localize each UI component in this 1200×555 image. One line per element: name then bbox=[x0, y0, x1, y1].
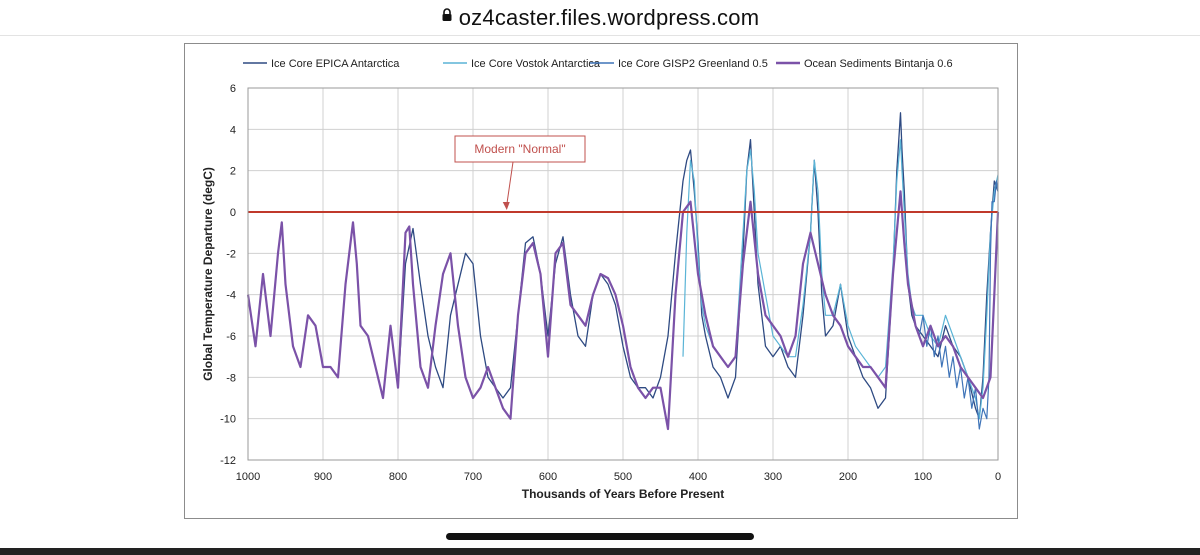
x-tick-label: 300 bbox=[764, 471, 782, 483]
x-tick-label: 100 bbox=[914, 471, 932, 483]
y-tick-label: -12 bbox=[220, 455, 236, 467]
lock-icon bbox=[441, 8, 453, 27]
y-tick-label: -4 bbox=[226, 290, 236, 302]
series-line-2 bbox=[914, 180, 999, 430]
x-axis-label: Thousands of Years Before Present bbox=[522, 487, 725, 501]
annotation-text: Modern "Normal" bbox=[474, 142, 565, 156]
x-tick-labels: 1000 900 800 700 600 500 400 300 200 100 0 bbox=[236, 471, 1001, 483]
y-axis-label: Global Temperature Departure (degC) bbox=[201, 167, 215, 381]
x-tick-label: 600 bbox=[539, 471, 557, 483]
x-tick-label: 900 bbox=[314, 471, 332, 483]
x-tick-label: 1000 bbox=[236, 471, 260, 483]
x-tick-label: 700 bbox=[464, 471, 482, 483]
y-tick-label: -10 bbox=[220, 414, 236, 426]
x-tick-label: 500 bbox=[614, 471, 632, 483]
grid bbox=[247, 87, 999, 461]
annotation-box bbox=[454, 135, 586, 163]
y-tick-labels: 6 4 2 0 -2 -4 -6 -8 -10 -12 bbox=[220, 83, 236, 467]
y-tick-label: 0 bbox=[230, 207, 236, 219]
series-lines bbox=[246, 112, 1000, 431]
browser-url-bar[interactable]: oz4caster.files.wordpress.com bbox=[0, 0, 1200, 36]
annotation-arrow bbox=[506, 161, 514, 206]
y-tick-label: -2 bbox=[226, 248, 236, 260]
x-tick-label: 800 bbox=[389, 471, 407, 483]
x-tick-label: 200 bbox=[839, 471, 857, 483]
annotation: Modern "Normal" bbox=[454, 135, 586, 210]
y-tick-label: 2 bbox=[230, 166, 236, 178]
x-tick-label: 400 bbox=[689, 471, 707, 483]
y-tick-label: -6 bbox=[226, 331, 236, 343]
y-tick-label: 4 bbox=[230, 124, 236, 136]
series-line-3 bbox=[246, 190, 1000, 431]
legend: Ice Core EPICA Antarctica Ice Core Vostok… bbox=[243, 58, 953, 70]
plot-area-border bbox=[247, 87, 999, 461]
x-tick-label: 0 bbox=[995, 471, 1001, 483]
legend-label-1: Ice Core Vostok Antarctica bbox=[471, 58, 601, 70]
legend-label-3: Ocean Sediments Bintanja 0.6 bbox=[804, 58, 953, 70]
bottom-bar bbox=[0, 548, 1200, 555]
home-indicator[interactable] bbox=[446, 533, 754, 540]
legend-label-2: Ice Core GISP2 Greenland 0.5 bbox=[618, 58, 768, 70]
y-tick-label: 6 bbox=[230, 83, 236, 95]
y-tick-label: -8 bbox=[226, 372, 236, 384]
chart-frame: 6 4 2 0 -2 -4 -6 -8 -10 -12 1000 900 800 700 600 500 40… bbox=[184, 43, 1018, 519]
annotation-arrowhead bbox=[502, 202, 510, 210]
legend-label-0: Ice Core EPICA Antarctica bbox=[271, 58, 400, 70]
url-text: oz4caster.files.wordpress.com bbox=[458, 4, 760, 30]
